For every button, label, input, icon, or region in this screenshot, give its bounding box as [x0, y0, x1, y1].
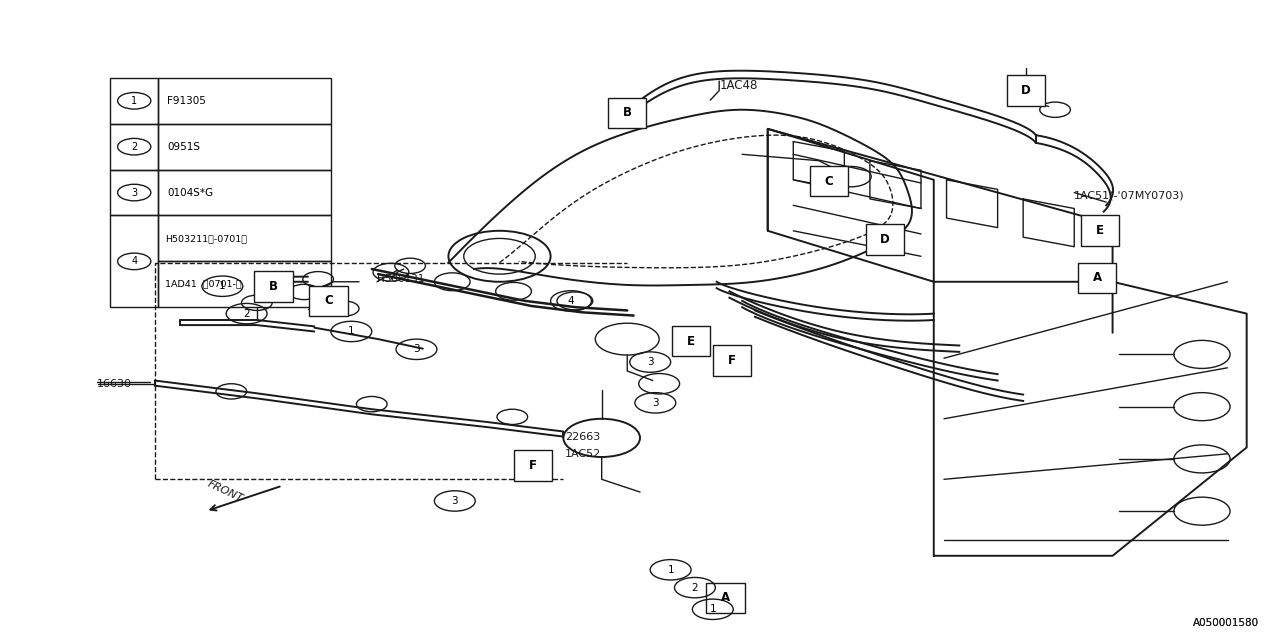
Text: 3: 3 [646, 357, 654, 367]
FancyBboxPatch shape [255, 271, 293, 301]
FancyBboxPatch shape [867, 225, 905, 255]
FancyBboxPatch shape [1078, 262, 1116, 293]
Text: A: A [721, 591, 730, 604]
Text: 1AD41  〈0701-〉: 1AD41 〈0701-〉 [165, 280, 242, 289]
Text: 22663: 22663 [564, 431, 600, 442]
Text: 1: 1 [219, 281, 225, 291]
Text: FRONT: FRONT [206, 479, 244, 504]
FancyBboxPatch shape [1006, 76, 1044, 106]
Text: 1: 1 [131, 96, 137, 106]
Text: H506131: H506131 [376, 274, 424, 284]
Text: A: A [1093, 271, 1102, 284]
Text: E: E [687, 335, 695, 348]
Text: 16630: 16630 [97, 379, 132, 388]
FancyBboxPatch shape [1080, 216, 1119, 246]
Text: 1: 1 [667, 564, 675, 575]
Text: 0951S: 0951S [168, 141, 201, 152]
Text: F91305: F91305 [168, 96, 206, 106]
Text: 1AC48: 1AC48 [719, 79, 758, 92]
Text: 1AC52: 1AC52 [564, 449, 600, 459]
Text: 2: 2 [131, 141, 137, 152]
Text: 3: 3 [652, 398, 659, 408]
FancyBboxPatch shape [672, 326, 710, 356]
Text: 4: 4 [131, 257, 137, 266]
Text: B: B [623, 106, 632, 120]
Text: B: B [269, 280, 278, 292]
Text: 2: 2 [691, 582, 698, 593]
FancyBboxPatch shape [608, 98, 646, 128]
Text: D: D [881, 233, 890, 246]
Text: 1: 1 [348, 326, 355, 337]
FancyBboxPatch shape [707, 582, 745, 613]
FancyBboxPatch shape [810, 166, 849, 196]
Text: F: F [728, 355, 736, 367]
Text: 3: 3 [131, 188, 137, 198]
Text: C: C [324, 294, 333, 307]
Text: H503211〈-0701〉: H503211〈-0701〉 [165, 234, 247, 243]
Text: 0104S*G: 0104S*G [168, 188, 214, 198]
Text: 3: 3 [413, 344, 420, 355]
Text: C: C [824, 175, 833, 188]
Text: A050001580: A050001580 [1193, 618, 1260, 628]
Text: E: E [1096, 224, 1103, 237]
Text: 1AC51(-'07MY0703): 1AC51(-'07MY0703) [1074, 190, 1185, 200]
FancyBboxPatch shape [310, 285, 347, 316]
FancyBboxPatch shape [713, 346, 751, 376]
Text: 2: 2 [243, 308, 250, 319]
Text: 1: 1 [709, 604, 716, 614]
Text: 3: 3 [452, 496, 458, 506]
Text: 4: 4 [568, 296, 575, 306]
FancyBboxPatch shape [513, 450, 552, 481]
Text: D: D [1021, 84, 1030, 97]
Text: A050001580: A050001580 [1193, 618, 1260, 628]
Text: F: F [529, 459, 536, 472]
